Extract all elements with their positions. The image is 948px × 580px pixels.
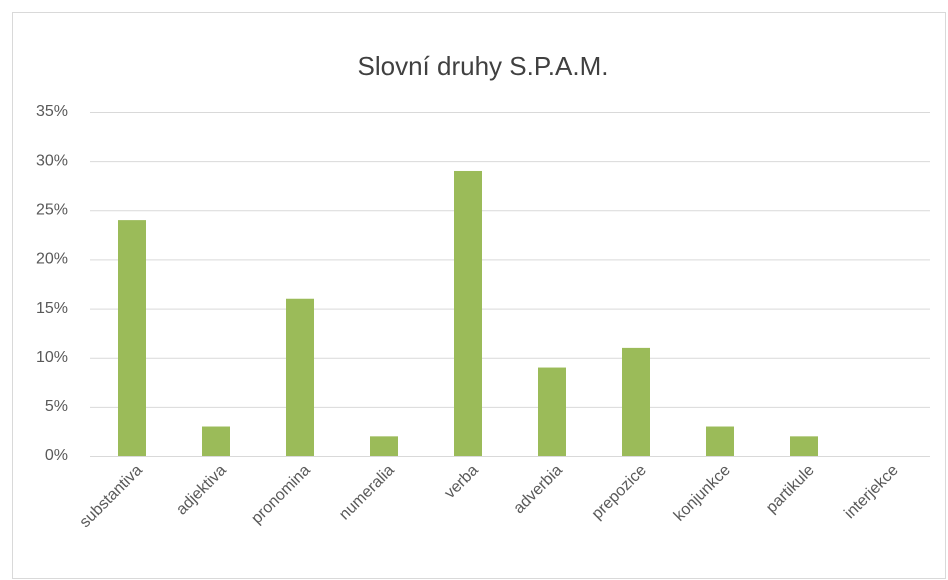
bar: [706, 426, 734, 456]
y-tick-label: 0%: [45, 447, 68, 464]
bar: [118, 220, 146, 456]
bar: [202, 426, 230, 456]
bar: [622, 347, 650, 456]
y-tick-label: 15%: [36, 300, 68, 317]
y-tick-label: 35%: [36, 103, 68, 120]
y-tick-label: 30%: [36, 152, 68, 169]
bar: [370, 436, 398, 456]
y-tick-label: 10%: [36, 349, 68, 366]
bar: [286, 298, 314, 456]
y-tick-label: 25%: [36, 202, 68, 219]
chart-title: Slovní druhy S.P.A.M.: [358, 51, 609, 81]
y-tick-label: 5%: [45, 398, 68, 415]
bar: [454, 170, 482, 456]
bar: [790, 436, 818, 456]
y-tick-label: 20%: [36, 251, 68, 268]
bar: [538, 367, 566, 456]
